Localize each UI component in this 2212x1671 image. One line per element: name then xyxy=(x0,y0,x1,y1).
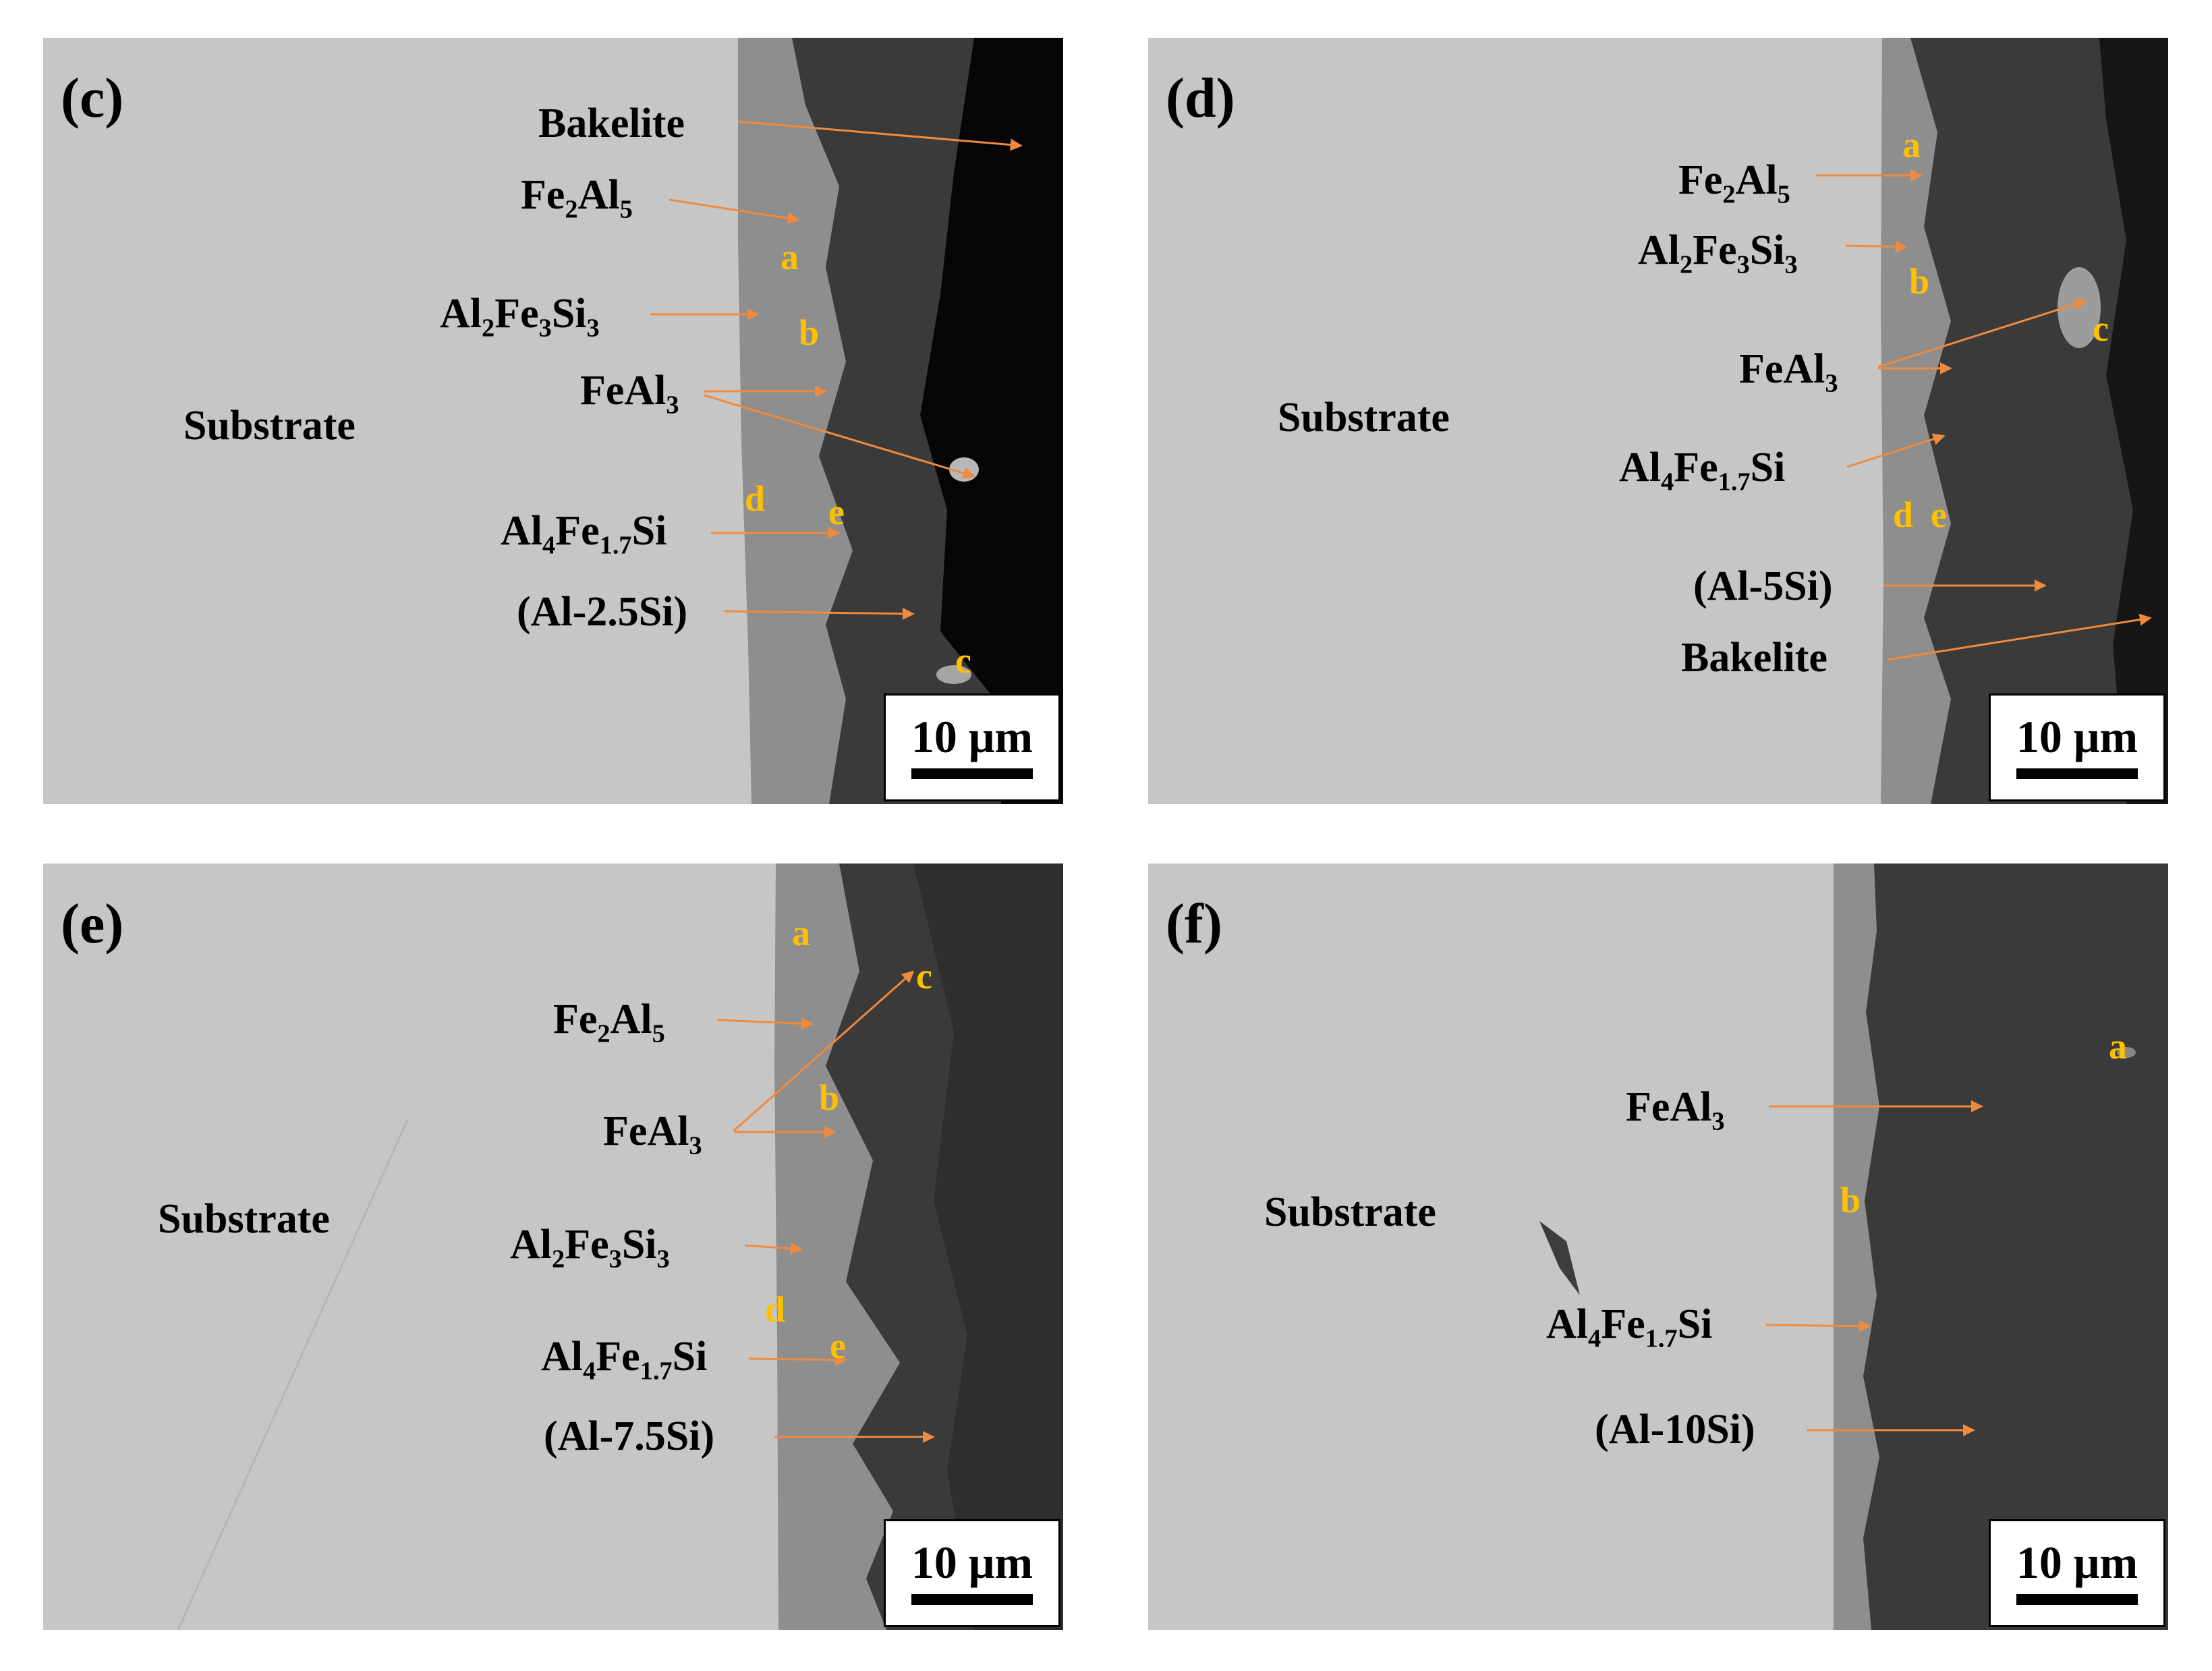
bakelite-label-d: Bakelite xyxy=(1681,635,1827,681)
panel-d: (d) Substrate Fe2Al5 Al2Fe3Si3 FeAl3 Al4… xyxy=(1148,38,2168,804)
al4fe17si-label-d: Al4Fe1.7Si xyxy=(1619,445,1786,497)
scale-bar-text-e: 10 μm xyxy=(911,1537,1033,1588)
panel-f: (f) Substrate FeAl3 Al4Fe1.7Si (Al-10Si)… xyxy=(1148,863,2168,1630)
panel-label-d: (d) xyxy=(1166,67,1235,130)
alsi-label-d: (Al-5Si) xyxy=(1693,563,1833,609)
al4fe17si-label-e: Al4Fe1.7Si xyxy=(541,1334,708,1386)
phase-letter-c-c: c xyxy=(955,640,971,681)
bakelite-label-c: Bakelite xyxy=(538,101,685,146)
scale-bar-line-e xyxy=(911,1594,1033,1605)
scale-bar-text-d: 10 μm xyxy=(2016,711,2138,762)
scale-bar-c: 10 μm xyxy=(884,693,1060,801)
feal3-label-e: FeAl3 xyxy=(603,1108,702,1160)
phase-letter-b-f: b xyxy=(1840,1180,1861,1220)
phase-letter-b-d: b xyxy=(1909,261,1930,302)
scale-bar-text-c: 10 μm xyxy=(911,711,1033,762)
substrate-label-f: Substrate xyxy=(1264,1189,1436,1235)
phase-letter-d-c: d xyxy=(745,478,766,519)
scale-bar-f: 10 μm xyxy=(1989,1519,2165,1627)
phase-letter-a-d: a xyxy=(1902,125,1921,165)
al4fe17si-label-f: Al4Fe1.7Si xyxy=(1546,1301,1713,1353)
phase-letter-e-d: e xyxy=(1931,494,1947,535)
scale-bar-e: 10 μm xyxy=(884,1519,1060,1627)
panel-label-e: (e) xyxy=(61,893,124,955)
alsi-label-f: (Al-10Si) xyxy=(1595,1407,1755,1452)
panel-label-f: (f) xyxy=(1166,893,1222,955)
al4fe17si-label-c: Al4Fe1.7Si xyxy=(501,508,667,560)
substrate-label-d: Substrate xyxy=(1278,395,1450,441)
feal3-label-d: FeAl3 xyxy=(1739,346,1838,398)
phase-letter-a-f: a xyxy=(2109,1026,2127,1067)
phase-letter-e-c: e xyxy=(828,492,845,532)
al2fe3si3-label-d: Al2Fe3Si3 xyxy=(1638,227,1798,279)
alsi-label-c: (Al-2.5Si) xyxy=(517,589,688,635)
phase-letter-b-c: b xyxy=(799,312,820,353)
scale-bar-text-f: 10 μm xyxy=(2016,1537,2138,1588)
phase-letter-e-e: e xyxy=(830,1326,846,1366)
micrograph-f xyxy=(1148,863,2168,1630)
al2fe3si3-label-c: Al2Fe3Si3 xyxy=(440,291,600,343)
substrate-label-e: Substrate xyxy=(158,1196,330,1242)
phase-letter-d-d: d xyxy=(1893,494,1914,535)
phase-letter-c-e: c xyxy=(916,956,932,996)
panel-c: (c) Substrate Bakelite Fe2Al5 Al2Fe3Si3 … xyxy=(43,38,1063,804)
fe2al5-label-c: Fe2Al5 xyxy=(521,172,633,224)
fe2al5-label-e: Fe2Al5 xyxy=(553,996,665,1048)
fe2al5-label-d: Fe2Al5 xyxy=(1678,157,1790,209)
phase-letter-a-c: a xyxy=(781,237,799,277)
scale-bar-line-f xyxy=(2016,1594,2138,1605)
phase-letter-b-e: b xyxy=(819,1077,840,1118)
scale-bar-d: 10 μm xyxy=(1989,693,2165,801)
scale-bar-line-c xyxy=(911,768,1033,779)
al2fe3si3-label-e: Al2Fe3Si3 xyxy=(510,1222,670,1274)
phase-letter-d-e: d xyxy=(765,1289,786,1330)
panel-e: (e) Substrate Fe2Al5 FeAl3 Al2Fe3Si3 Al4… xyxy=(43,863,1063,1630)
substrate-label-c: Substrate xyxy=(183,403,356,449)
micrograph-d xyxy=(1148,38,2168,804)
phase-letter-c-d: c xyxy=(2093,308,2109,349)
scale-bar-line-d xyxy=(2016,768,2138,779)
feal3-label-f: FeAl3 xyxy=(1626,1084,1725,1136)
panel-label-c: (c) xyxy=(61,67,124,130)
feal3-label-c: FeAl3 xyxy=(580,368,679,420)
phase-letter-a-e: a xyxy=(792,913,810,953)
alsi-label-e: (Al-7.5Si) xyxy=(544,1413,715,1459)
